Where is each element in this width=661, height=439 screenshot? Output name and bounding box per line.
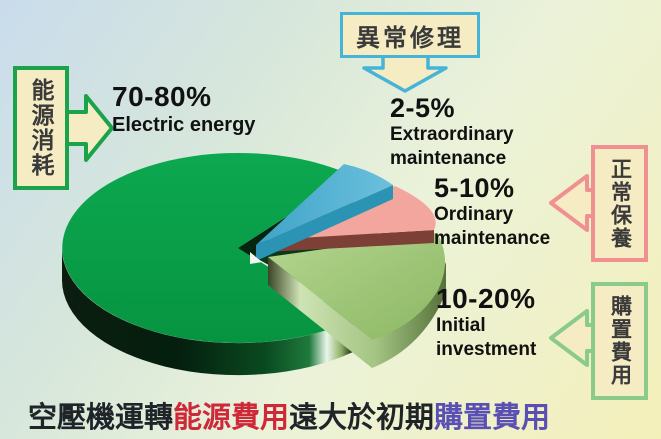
initial-name-line2: investment — [436, 339, 537, 361]
caption-segment-1: 空壓機運轉 — [28, 402, 174, 434]
pie-slice-electric — [62, 152, 353, 343]
extraordinary-name-line2: maintenance — [390, 148, 507, 170]
pie-slice-extraordinary-side — [256, 185, 393, 261]
pie-tip-highlight — [250, 252, 262, 264]
caption-segment-4: 購置費用 — [434, 402, 551, 434]
pie-slice-extraordinary — [256, 164, 393, 245]
electric-name: Electric energy — [112, 114, 256, 137]
callout-energy-consumption: 能源消耗 — [13, 66, 69, 190]
callout-purchase-label: 購置費用 — [608, 295, 632, 387]
initial-name-line1: Initial — [436, 315, 486, 337]
pie-slice-initial-side — [268, 257, 446, 368]
extraordinary-percent: 2-5% — [390, 93, 456, 123]
callout-purchase-cost: 購置費用 — [591, 282, 648, 400]
caption-segment-2: 能源費用 — [173, 402, 290, 434]
energy-arrow-right-icon — [62, 94, 114, 162]
abnormal-arrow-down-icon — [362, 54, 448, 93]
extraordinary-name-line1: Extraordinary — [390, 124, 514, 146]
callout-energy-label: 能源消耗 — [28, 78, 54, 178]
initial-percent: 10-20% — [436, 283, 536, 314]
pie-slice-ordinary-side — [266, 230, 434, 252]
callout-normal-label: 正常保養 — [608, 157, 632, 250]
electric-percent: 70-80% — [112, 81, 212, 112]
ordinary-percent: 5-10% — [434, 173, 515, 203]
callout-normal-maintenance: 正常保養 — [591, 145, 648, 262]
pie-slice-electric-side — [61, 248, 353, 376]
label-extraordinary-maintenance: 2-5% Extraordinary maintenance — [390, 94, 514, 170]
ordinary-name-line1: Ordinary — [434, 204, 514, 226]
caption-segment-3: 遠大於初期 — [289, 402, 435, 434]
label-electric-energy: 70-80% Electric energy — [112, 81, 256, 137]
callout-abnormal-label: 異常修理 — [356, 24, 464, 52]
bottom-caption: 空壓機運轉能源費用遠大於初期購置費用 — [28, 394, 550, 436]
ordinary-name-line2: maintenance — [434, 228, 551, 250]
label-initial-investment: 10-20% Initial investment — [436, 284, 536, 361]
label-ordinary-maintenance: 5-10% Ordinary maintenance — [434, 174, 550, 250]
callout-abnormal-repair: 異常修理 — [340, 12, 480, 58]
pie-slice-initial — [268, 233, 445, 340]
